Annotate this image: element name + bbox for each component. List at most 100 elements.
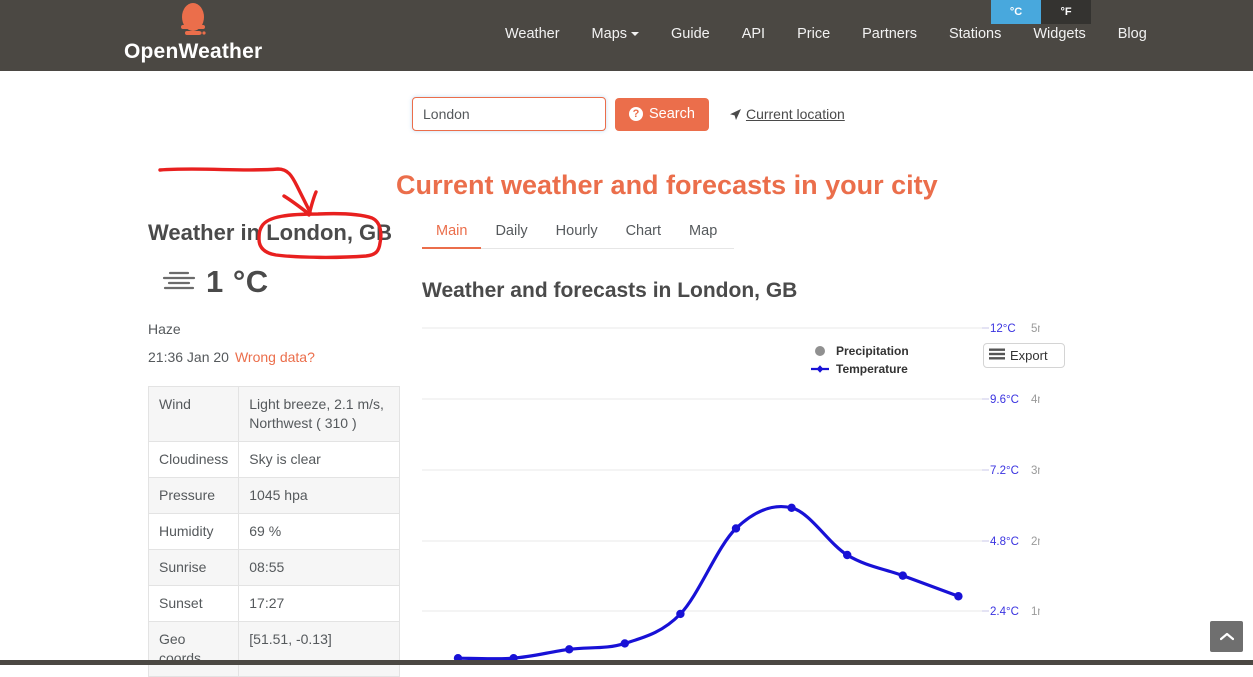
nav-label: Maps [591,26,628,42]
logo-link[interactable]: OpenWeather [124,2,262,62]
search-bar: ? Search Current location [412,97,845,131]
nav-label: API [741,26,766,42]
annotation-arrow-head-left [282,194,311,216]
svg-text:2.4°C: 2.4°C [990,606,1019,618]
chart-canvas[interactable]: 12°C 9.6°C 7.2°C 4.8°C 2.4°C 5mm 4mm 3mm 2mm 1mm [422,318,1040,665]
svg-text:4mm: 4mm [1031,394,1040,406]
logo-text: OpenWeather [124,40,263,63]
nav-item-widgets[interactable]: Widgets [1017,24,1101,44]
svg-text:2mm: 2mm [1031,536,1040,548]
forecast-chart: 12°C 9.6°C 7.2°C 4.8°C 2.4°C 5mm 4mm 3mm 2mm 1mm… [422,318,1065,665]
detail-key: Wind [147,386,240,442]
current-weather-panel: Weather in London, GB 1 °C Haze 21:36 Ja… [147,218,400,677]
table-row: Sunset 17:27 [147,585,400,622]
svg-text:9.6°C: 9.6°C [990,394,1019,406]
svg-text:7.2°C: 7.2°C [990,465,1019,477]
nav-item-partners[interactable]: Partners [846,24,933,44]
question-circle-icon: ? [629,107,643,121]
precipitation-marker-icon [810,345,830,357]
nav-label: Partners [862,26,917,42]
detail-value-geo: [51.51, -0.13] [238,621,400,677]
legend-label: Precipitation [836,344,909,358]
export-button[interactable]: Export [983,343,1065,368]
current-location-button[interactable]: Current location [729,106,845,122]
chart-legend: Precipitation Temperature [810,342,909,378]
detail-value: Light breeze, 2.1 m/s, Northwest ( 310 ) [238,386,400,442]
weather-condition: Haze [148,321,181,337]
unit-toggle: °C °F [991,0,1091,24]
table-row: Wind Light breeze, 2.1 m/s, Northwest ( … [147,386,400,442]
chart-gridlines [422,327,982,612]
svg-text:3mm: 3mm [1031,465,1040,477]
temperature-series [456,505,960,661]
temperature-axis-labels: 12°C 9.6°C 7.2°C 4.8°C 2.4°C [982,323,1019,618]
scroll-to-top-button[interactable] [1210,621,1243,652]
legend-item-precipitation[interactable]: Precipitation [810,342,909,360]
nav-label: Weather [505,26,560,42]
svg-text:1mm: 1mm [1031,606,1040,618]
nav-item-api[interactable]: API [726,24,781,44]
chevron-up-icon [1219,628,1234,646]
nav-label: Guide [671,26,710,42]
svg-text:4.8°C: 4.8°C [990,536,1019,548]
nav-label: Stations [948,26,1002,42]
city-heading-prefix: Weather in [148,220,267,245]
nav-label: Price [797,26,831,42]
sun-cloud-icon [163,2,223,40]
nav-label: Blog [1117,26,1147,42]
precipitation-axis-labels: 5mm 4mm 3mm 2mm 1mm [1031,323,1040,618]
current-location-label: Current location [745,106,845,122]
forecast-tabs: Main Daily Hourly Chart Map [422,216,734,249]
page-title: Current weather and forecasts in your ci… [396,170,938,200]
annotation-arrow-shaft [158,167,312,214]
hamburger-menu-icon [989,348,1010,363]
detail-key: Pressure [147,477,240,514]
export-button-label: Export [1010,348,1048,363]
section-title: Weather and forecasts in London, GB [422,279,798,302]
city-heading: Weather in London, GB [148,218,400,248]
observation-time-row: 21:36 Jan 20 Wrong data? [148,349,400,365]
table-row: Sunrise 08:55 [147,549,400,586]
table-row: Cloudiness Sky is clear [147,441,400,478]
chevron-down-icon [631,32,640,37]
nav-label: Widgets [1033,26,1086,42]
detail-value: 17:27 [238,585,400,622]
tab-map[interactable]: Map [689,223,718,239]
search-button[interactable]: ? Search [615,97,709,131]
location-arrow-icon [729,108,742,121]
wrong-data-link[interactable]: Wrong data? [234,349,315,365]
temperature-marker-icon [810,363,830,375]
nav-item-guide[interactable]: Guide [655,24,726,44]
weather-details-table: Wind Light breeze, 2.1 m/s, Northwest ( … [147,386,400,677]
table-row: Geo coords [51.51, -0.13] [147,621,400,677]
table-row: Pressure 1045 hpa [147,477,400,514]
tab-hourly[interactable]: Hourly [555,223,598,239]
search-button-label: Search [649,106,695,122]
footer-strip [0,660,1253,665]
nav-item-price[interactable]: Price [781,24,846,44]
nav-item-stations[interactable]: Stations [933,24,1017,44]
table-row: Humidity 69 % [147,513,400,550]
detail-value: Sky is clear [238,441,400,478]
tab-daily[interactable]: Daily [495,223,528,239]
main-navigation: Weather Maps Guide API Price Partners St… [505,24,1163,44]
main-content: Current weather and forecasts in your ci… [396,168,1076,303]
detail-value: 1045 hpa [238,477,400,514]
detail-key: Cloudiness [147,441,240,478]
observation-time: 21:36 Jan 20 [148,349,229,365]
tab-chart[interactable]: Chart [625,223,662,239]
search-input[interactable] [412,97,606,131]
tab-main[interactable]: Main [422,216,482,249]
nav-item-weather[interactable]: Weather [505,24,576,44]
haze-icon [160,265,198,297]
svg-text:5mm: 5mm [1031,323,1040,335]
site-header: OpenWeather Weather Maps Guide API Price… [0,0,1253,71]
nav-item-maps[interactable]: Maps [576,24,655,44]
detail-value: 69 % [238,513,400,550]
unit-celsius-button[interactable]: °C [991,0,1041,24]
nav-item-blog[interactable]: Blog [1102,24,1163,44]
legend-label: Temperature [836,362,908,376]
unit-fahrenheit-button[interactable]: °F [1041,0,1091,24]
detail-key: Sunset [147,585,240,622]
legend-item-temperature[interactable]: Temperature [810,360,909,378]
